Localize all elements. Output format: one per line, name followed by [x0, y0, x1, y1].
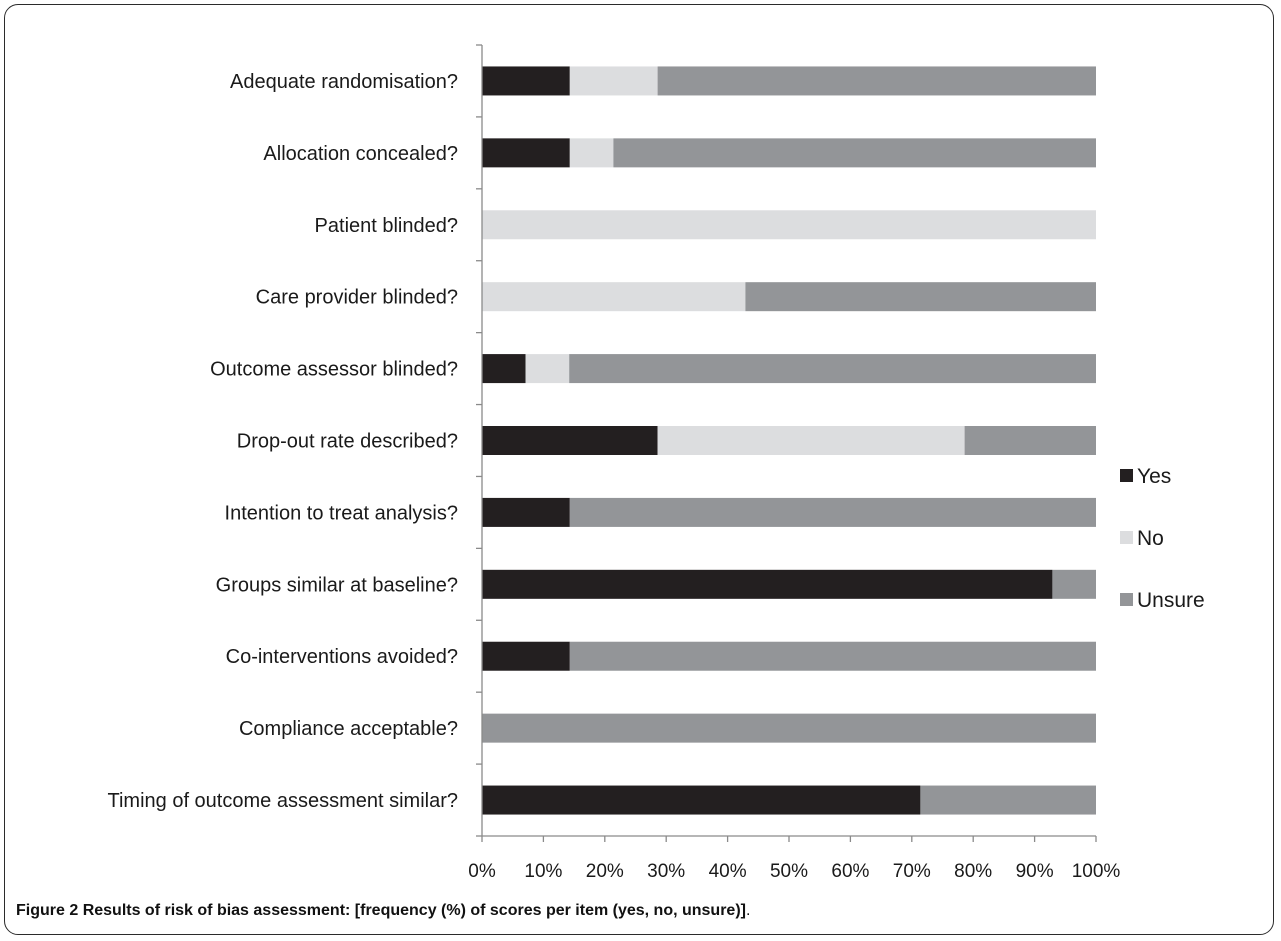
- bar-unsure-4: [569, 354, 1096, 384]
- bar-no-3: [482, 282, 746, 312]
- x-tick-label-0: 0%: [468, 861, 496, 882]
- bar-yes-1: [482, 138, 570, 168]
- legend: Yes No Unsure: [1120, 465, 1205, 612]
- category-label-5: Drop-out rate described?: [237, 431, 458, 453]
- category-label-9: Compliance acceptable?: [239, 718, 458, 740]
- x-tick-label-7: 70%: [893, 861, 931, 882]
- figure-frame: [4, 4, 1274, 935]
- bar-unsure-3: [745, 282, 1096, 312]
- bar-unsure-5: [964, 426, 1096, 455]
- legend-swatch-yes: [1120, 469, 1133, 482]
- bar-yes-7: [482, 569, 1053, 599]
- bar-unsure-1: [613, 138, 1096, 168]
- category-label-3: Care provider blinded?: [256, 287, 458, 309]
- bar-yes-5: [482, 426, 658, 455]
- bar-unsure-0: [657, 66, 1096, 96]
- bar-no-5: [657, 426, 965, 455]
- figure-caption: Figure 2 Results of risk of bias assessm…: [16, 902, 750, 920]
- caption-text: Results of risk of bias assessment: [fre…: [82, 902, 746, 919]
- tick-labels: 0% 10% 20% 30% 40% 50% 60% 70% 80% 90% 100%: [468, 861, 1120, 882]
- bar-no-0: [569, 66, 658, 96]
- legend-label-yes: Yes: [1137, 465, 1171, 488]
- axes-group: [476, 44, 1097, 842]
- category-label-8: Co-interventions avoided?: [226, 646, 458, 668]
- legend-label-no: No: [1137, 527, 1164, 550]
- bar-unsure-10: [920, 785, 1096, 815]
- x-tick-label-5: 50%: [770, 861, 808, 882]
- bar-unsure-8: [569, 641, 1096, 671]
- category-label-2: Patient blinded?: [315, 215, 458, 237]
- legend-swatch-unsure: [1120, 593, 1133, 606]
- bar-yes-10: [482, 785, 921, 815]
- x-tick-label-2: 20%: [586, 861, 624, 882]
- caption-suffix: .: [745, 902, 751, 919]
- bar-unsure-6: [569, 497, 1096, 527]
- x-tick-label-4: 40%: [709, 861, 747, 882]
- bars-group: [482, 66, 1096, 815]
- bar-no-1: [569, 138, 614, 168]
- legend-swatch-no: [1120, 531, 1133, 544]
- bar-no-4: [525, 354, 570, 384]
- category-label-7: Groups similar at baseline?: [216, 574, 458, 596]
- x-tick-label-10: 100%: [1072, 861, 1121, 882]
- x-tick-label-6: 60%: [831, 861, 869, 882]
- category-label-1: Allocation concealed?: [263, 143, 458, 165]
- bar-unsure-7: [1052, 569, 1096, 599]
- legend-label-unsure: Unsure: [1137, 589, 1205, 612]
- x-tick-label-1: 10%: [524, 861, 562, 882]
- bar-yes-0: [482, 66, 570, 96]
- category-label-0: Adequate randomisation?: [230, 71, 458, 93]
- category-label-6: Intention to treat analysis?: [225, 502, 458, 524]
- category-labels: Adequate randomisation? Allocation concea…: [108, 71, 459, 812]
- bar-yes-8: [482, 641, 570, 671]
- x-tick-label-3: 30%: [647, 861, 685, 882]
- caption-label: Figure 2: [16, 902, 79, 919]
- x-tick-label-9: 90%: [1016, 861, 1054, 882]
- x-tick-label-8: 80%: [954, 861, 992, 882]
- bar-no-2: [482, 210, 1096, 240]
- bar-yes-4: [482, 354, 526, 384]
- category-label-10: Timing of outcome assessment similar?: [108, 790, 459, 812]
- category-label-4: Outcome assessor blinded?: [210, 359, 458, 381]
- bar-unsure-9: [482, 713, 1096, 743]
- bar-yes-6: [482, 497, 570, 527]
